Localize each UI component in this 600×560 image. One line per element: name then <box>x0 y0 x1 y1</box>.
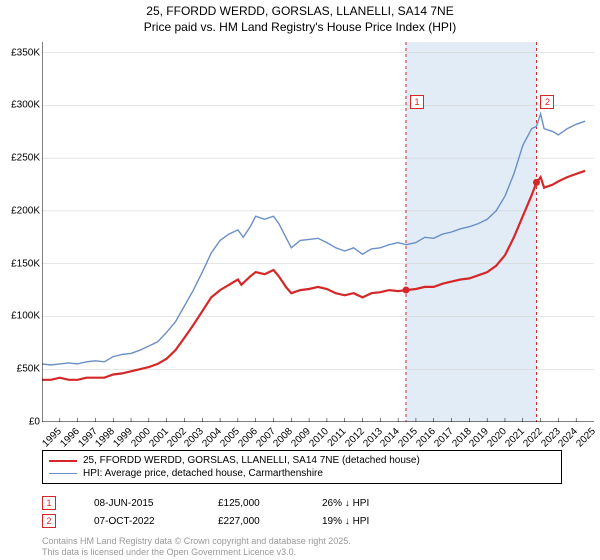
transaction-date: 07-OCT-2022 <box>94 516 194 527</box>
chart-marker-label: 2 <box>540 95 554 109</box>
chart-container: 25, FFORDD WERDD, GORSLAS, LLANELLI, SA1… <box>0 0 600 560</box>
title-line1: 25, FFORDD WERDD, GORSLAS, LLANELLI, SA1… <box>0 4 600 20</box>
x-tick-label: 2001 <box>147 426 171 450</box>
chart-plot-area <box>42 42 594 422</box>
legend-label-price: 25, FFORDD WERDD, GORSLAS, LLANELLI, SA1… <box>83 455 420 466</box>
transaction-number: 1 <box>42 496 56 510</box>
attribution: Contains HM Land Registry data © Crown c… <box>42 536 351 558</box>
legend: 25, FFORDD WERDD, GORSLAS, LLANELLI, SA1… <box>42 450 562 484</box>
chart-marker-label: 1 <box>410 95 424 109</box>
transaction-delta: 19% ↓ HPI <box>322 516 369 527</box>
transaction-delta: 26% ↓ HPI <box>322 498 369 509</box>
x-tick-label: 2012 <box>343 426 367 450</box>
title-line2: Price paid vs. HM Land Registry's House … <box>0 20 600 36</box>
y-tick-label: £50K <box>0 364 40 375</box>
legend-swatch-price <box>49 460 77 462</box>
chart-svg <box>42 42 594 422</box>
x-tick-label: 2025 <box>575 426 599 450</box>
x-tick-label: 2022 <box>521 426 545 450</box>
attribution-line1: Contains HM Land Registry data © Crown c… <box>42 536 351 547</box>
legend-label-hpi: HPI: Average price, detached house, Carm… <box>83 468 323 479</box>
x-tick-label: 2017 <box>432 426 456 450</box>
x-tick-label: 2016 <box>414 426 438 450</box>
title-block: 25, FFORDD WERDD, GORSLAS, LLANELLI, SA1… <box>0 0 600 35</box>
transaction-row: 1 08-JUN-2015 £125,000 26% ↓ HPI <box>42 494 369 512</box>
y-tick-label: £300K <box>0 100 40 111</box>
transaction-date: 08-JUN-2015 <box>94 498 194 509</box>
y-tick-label: £100K <box>0 311 40 322</box>
y-tick-label: £250K <box>0 153 40 164</box>
transaction-price: £125,000 <box>218 498 298 509</box>
transaction-number: 2 <box>42 514 56 528</box>
x-tick-label: 1996 <box>58 426 82 450</box>
legend-row: HPI: Average price, detached house, Carm… <box>49 467 555 480</box>
x-tick-label: 2021 <box>503 426 527 450</box>
y-tick-label: £150K <box>0 258 40 269</box>
x-tick-label: 1995 <box>40 426 64 450</box>
transaction-row: 2 07-OCT-2022 £227,000 19% ↓ HPI <box>42 512 369 530</box>
y-tick-label: £200K <box>0 205 40 216</box>
legend-swatch-hpi <box>49 473 77 474</box>
attribution-line2: This data is licensed under the Open Gov… <box>42 547 351 558</box>
transactions-table: 1 08-JUN-2015 £125,000 26% ↓ HPI 2 07-OCT-202… <box>42 494 369 530</box>
y-tick-label: £0 <box>0 417 40 428</box>
transaction-price: £227,000 <box>218 516 298 527</box>
y-tick-label: £350K <box>0 47 40 58</box>
legend-row: 25, FFORDD WERDD, GORSLAS, LLANELLI, SA1… <box>49 454 555 467</box>
x-tick-label: 2011 <box>325 426 348 449</box>
x-tick-label: 2006 <box>236 426 260 450</box>
